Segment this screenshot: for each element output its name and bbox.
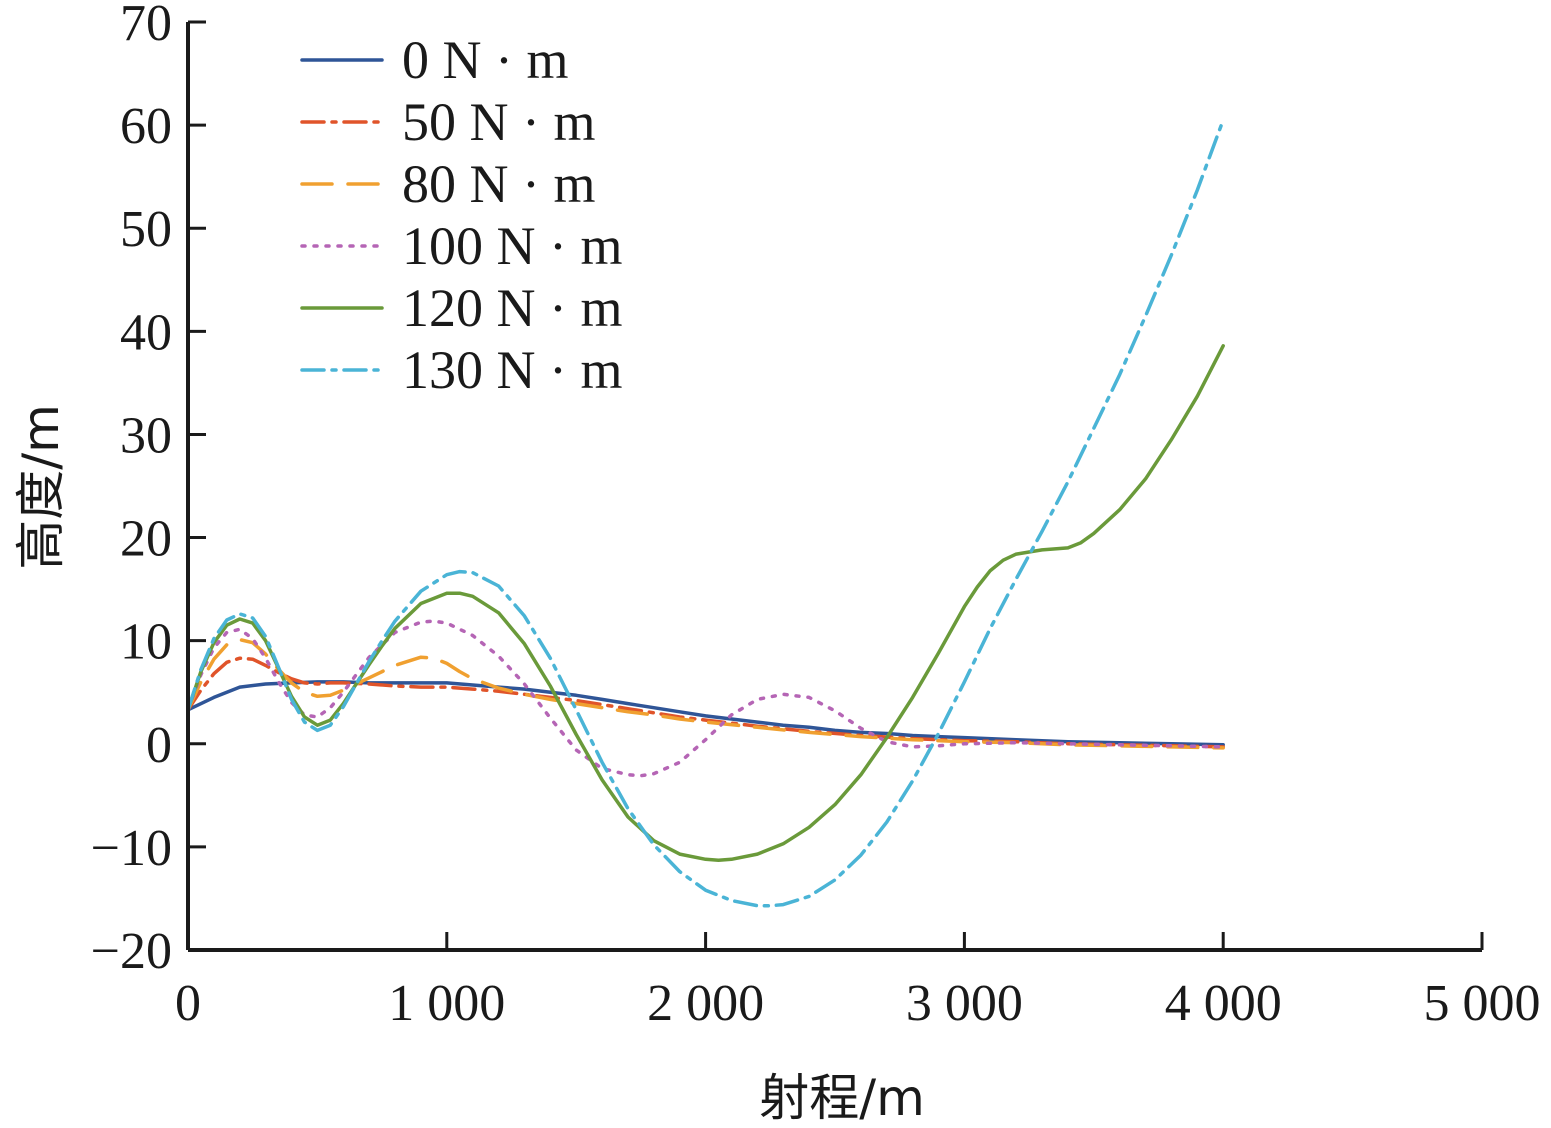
y-tick-label: 30	[120, 407, 172, 464]
y-tick-label: −20	[91, 923, 172, 980]
plot-lines	[186, 118, 1225, 908]
x-tick-label: 3 000	[906, 975, 1023, 1032]
series-line-0	[186, 680, 1225, 747]
x-axis-title: 射程/m	[759, 1069, 925, 1127]
legend-label-3: 100 N · m	[402, 216, 622, 276]
series-line-3	[186, 619, 1225, 778]
y-tick-label: 0	[146, 717, 172, 774]
series-line-4	[186, 344, 1225, 863]
x-tick-label: 2 000	[647, 975, 764, 1032]
y-tick-label: 50	[120, 201, 172, 258]
y-tick-label: 70	[120, 0, 172, 52]
legend-label-1: 50 N · m	[402, 92, 595, 152]
legend-label-4: 120 N · m	[402, 278, 622, 338]
ticks: −20 −10 0 10 20 30 40 50 60 70 0 1 000 2 000 3 000 4 0…	[91, 0, 1541, 1032]
y-tick-label: 60	[120, 98, 172, 155]
axes	[186, 22, 1482, 952]
y-axis-title: 高度/m	[12, 404, 70, 570]
legend-label-5: 130 N · m	[402, 340, 622, 400]
legend-label-2: 80 N · m	[402, 154, 595, 214]
legend-label-0: 0 N · m	[402, 30, 568, 90]
series-line-5	[186, 118, 1225, 908]
y-tick-label: −10	[91, 820, 172, 877]
y-tick-label: 20	[120, 511, 172, 568]
x-tick-label: 4 000	[1165, 975, 1282, 1032]
x-tick-label: 5 000	[1424, 975, 1541, 1032]
y-tick-label: 10	[120, 614, 172, 671]
x-tick-label: 0	[175, 975, 201, 1032]
x-tick-label: 1 000	[388, 975, 505, 1032]
series-line-2	[186, 637, 1225, 750]
y-tick-label: 40	[120, 304, 172, 361]
